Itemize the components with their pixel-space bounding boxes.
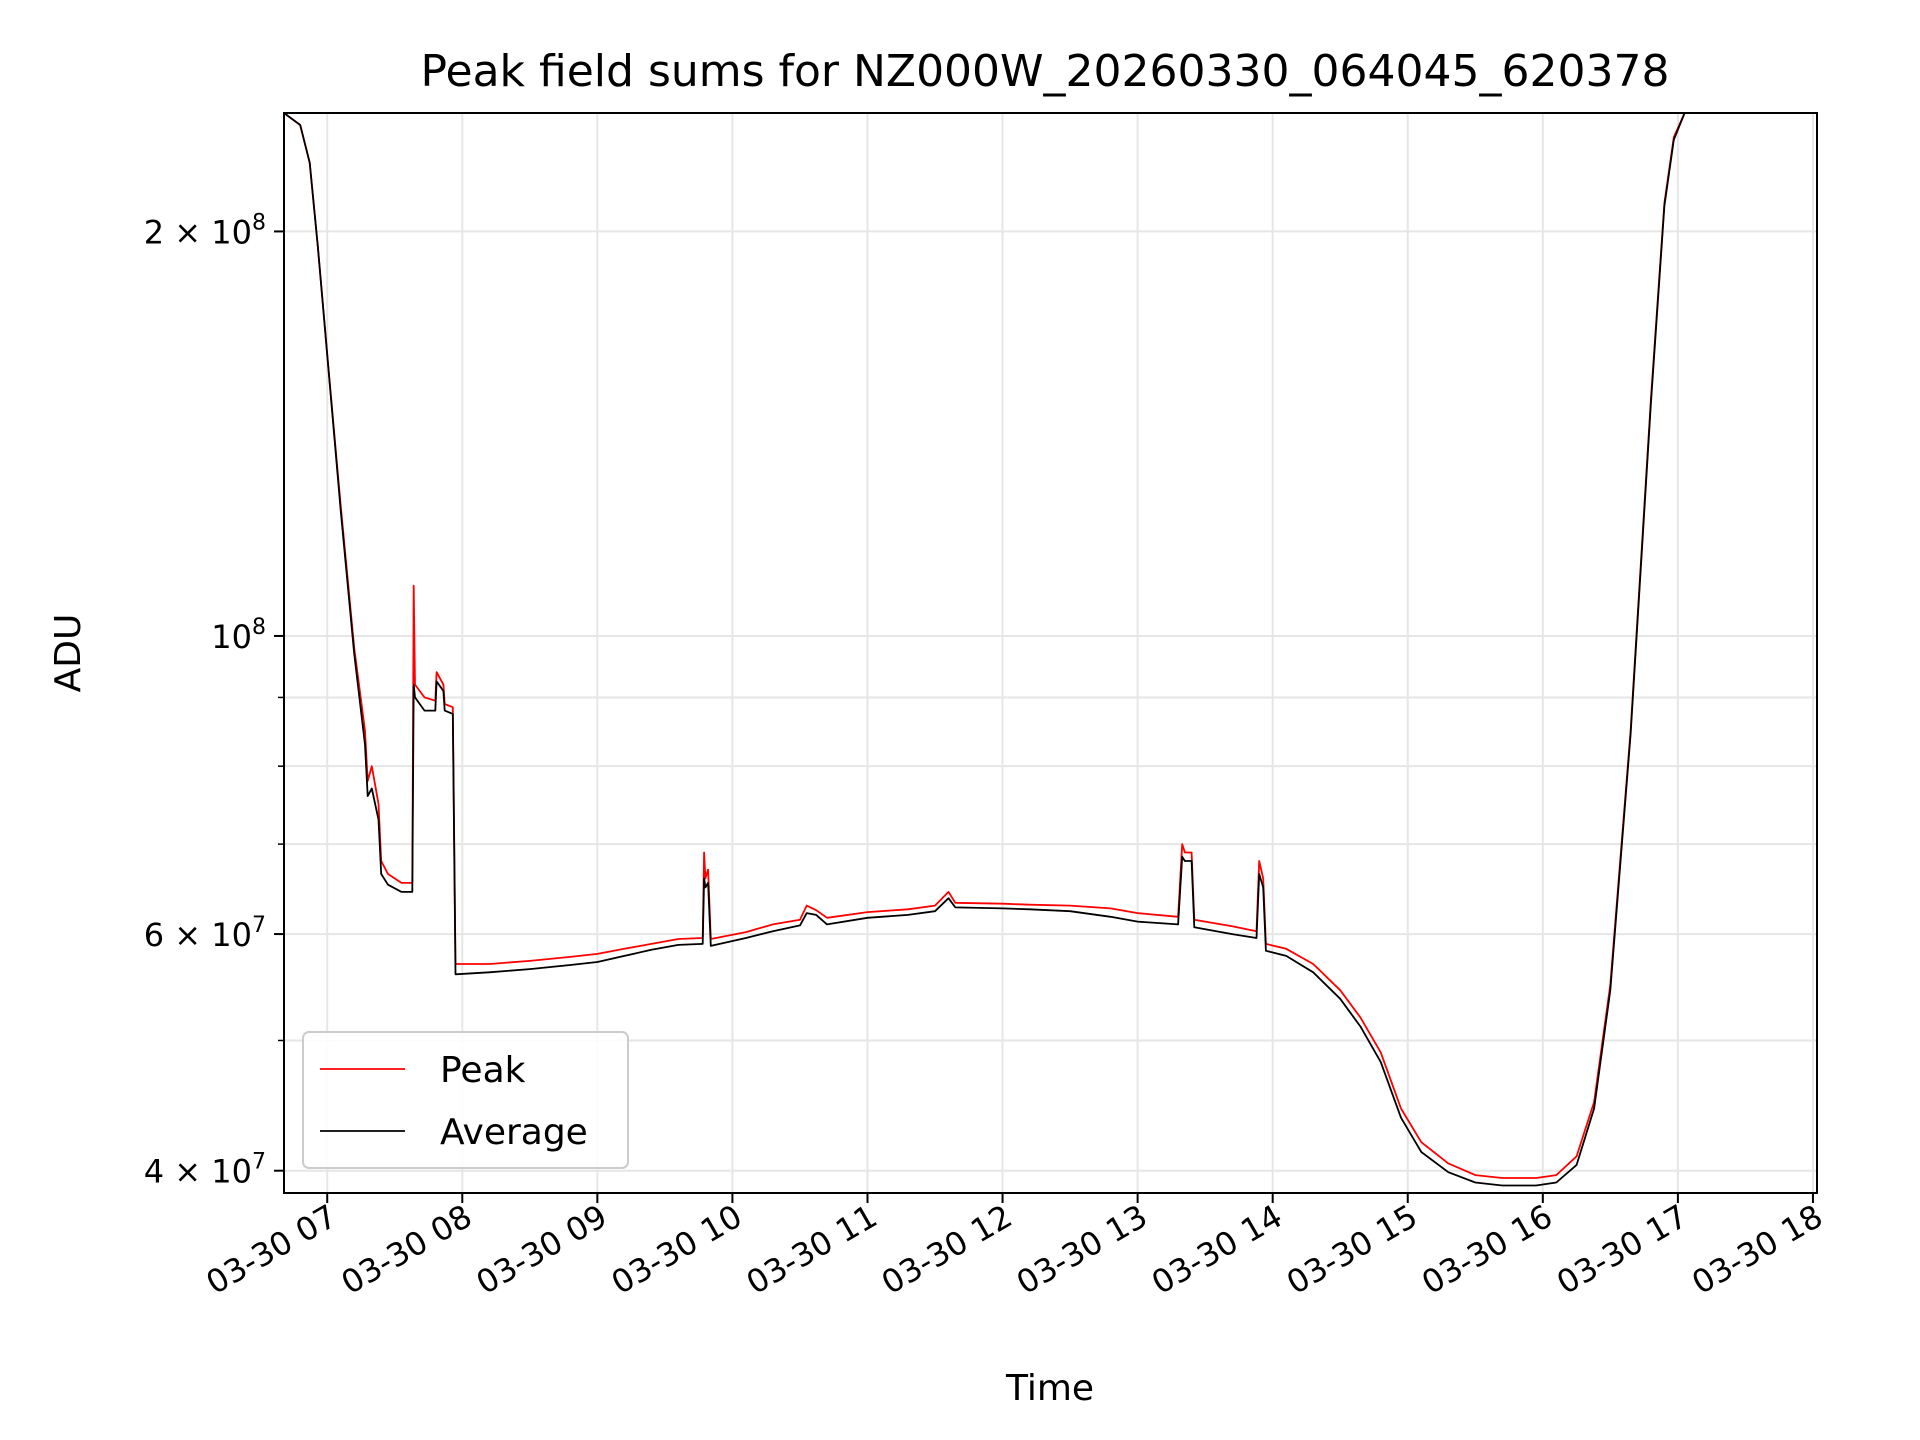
- y-tick-label: 4 × 107: [144, 1150, 266, 1191]
- series-line-peak: [284, 113, 1817, 1179]
- y-tick-exponent: 8: [252, 615, 266, 640]
- y-tick-mantissa: 6: [144, 916, 164, 954]
- y-tick-mantissa: 4: [144, 1153, 164, 1191]
- y-tick-label: 108: [211, 615, 266, 656]
- y-tick-exponent: 7: [252, 1150, 266, 1175]
- plot-area: [284, 113, 1817, 1193]
- y-tick-exponent: 8: [252, 210, 266, 235]
- y-tick-mantissa: 2: [144, 213, 164, 251]
- y-axis-label: ADU: [48, 614, 89, 693]
- y-tick-exponent: 7: [252, 913, 266, 938]
- plot-frame: [283, 112, 1818, 1194]
- y-axis: 4 × 107 6 × 107 108 2 × 108: [144, 210, 284, 1191]
- x-axis-label: Time: [1005, 1368, 1094, 1409]
- legend-average-label: Average: [440, 1112, 588, 1153]
- series-layer: [284, 113, 1817, 1187]
- legend-peak-label: Peak: [440, 1050, 526, 1091]
- y-tick-label: 6 × 107: [144, 913, 266, 954]
- series-line-average: [284, 113, 1817, 1187]
- legend-box: [302, 1031, 629, 1169]
- y-tick-label: 2 × 108: [144, 210, 266, 251]
- chart-title: Peak field sums for NZ000W_20260330_0640…: [421, 46, 1670, 97]
- legend: Peak Average: [302, 1031, 629, 1169]
